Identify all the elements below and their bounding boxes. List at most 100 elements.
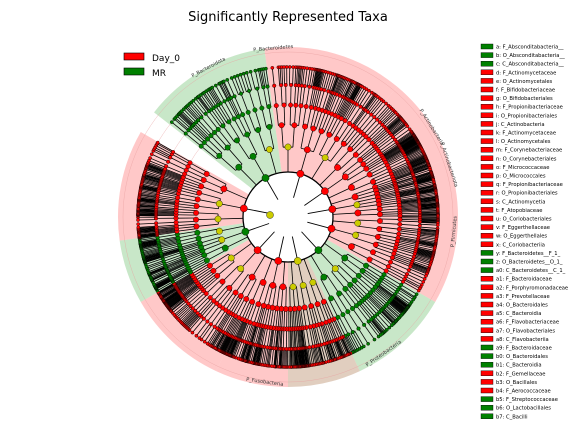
branch-line [263, 68, 267, 87]
branch-line [237, 116, 248, 135]
branch-line [224, 336, 233, 354]
taxon-node [216, 152, 223, 159]
branch-line [415, 249, 434, 255]
branch-line [161, 288, 178, 299]
branch-line [411, 163, 429, 171]
branch-line [140, 240, 159, 245]
branch-line [390, 299, 405, 312]
branch-line [416, 247, 434, 254]
branch-line [192, 318, 205, 333]
taxon-node [168, 155, 173, 160]
branch-line [297, 67, 300, 86]
branch-line [226, 337, 235, 354]
branch-line [138, 204, 157, 207]
taxon-node [187, 160, 193, 166]
branch-line [300, 149, 308, 174]
branch-line [304, 190, 326, 206]
branch-line [164, 256, 184, 264]
branch-line [363, 119, 378, 135]
branch-line [162, 176, 182, 184]
branch-line [241, 321, 250, 341]
branch-line [406, 149, 423, 159]
branch-line [414, 254, 432, 260]
branch-line [419, 231, 438, 235]
branch-line [274, 348, 277, 367]
taxon-node [164, 164, 169, 169]
branch-line [183, 284, 200, 298]
branch-line [158, 284, 175, 295]
branch-line [379, 211, 400, 213]
branch-line [349, 248, 370, 260]
branch-line [227, 337, 236, 355]
branch-line [294, 348, 296, 367]
clade-key-swatch [480, 112, 494, 119]
clade-key-entry: b4: F_Aerococcaceae [496, 389, 551, 395]
branch-line [242, 114, 252, 134]
branch-line [275, 308, 279, 329]
branch-line [298, 67, 301, 86]
taxon-node [354, 209, 362, 217]
branch-line [236, 140, 250, 159]
branch-line [357, 276, 374, 291]
branch-line [304, 347, 309, 366]
taxon-node [358, 104, 363, 109]
branch-line [419, 208, 438, 211]
branch-line [376, 105, 389, 120]
branch-line [180, 184, 200, 192]
taxon-node [314, 301, 321, 308]
branch-line [254, 70, 260, 89]
branch-line [318, 71, 324, 89]
branch-line [412, 167, 430, 175]
branch-line [369, 320, 381, 336]
branch-line [177, 197, 198, 202]
branch-line [140, 242, 159, 247]
branch-line [140, 241, 159, 246]
taxon-node [207, 262, 213, 269]
clade-key-entry: b: O_Absconditabacteria__ [496, 53, 565, 59]
clade-key-swatch [480, 293, 494, 299]
branch-line [197, 97, 209, 113]
branch-line [419, 222, 438, 224]
branch-line [361, 148, 378, 162]
branch-line [143, 252, 162, 259]
branch-line [215, 332, 225, 349]
branch-line [250, 344, 256, 363]
branch-line [174, 302, 189, 316]
branch-line [218, 311, 230, 330]
branch-line [331, 118, 342, 137]
branch-line [157, 282, 174, 293]
branch-line [247, 112, 256, 132]
branch-line [223, 81, 232, 98]
branch-line [246, 72, 253, 91]
branch-line [324, 73, 331, 91]
taxon-node [303, 146, 311, 154]
branch-line [184, 312, 198, 327]
taxon-node [342, 118, 348, 124]
branch-line [381, 278, 399, 291]
branch-line [199, 323, 211, 339]
taxon-node [284, 143, 292, 151]
taxon-node [372, 337, 377, 342]
branch-line [150, 270, 168, 279]
branch-line [364, 94, 376, 110]
taxon-node [302, 123, 308, 130]
branch-line [398, 134, 414, 145]
branch-line [318, 345, 323, 364]
branch-line [184, 173, 204, 182]
taxon-node [190, 330, 195, 335]
taxon-node [390, 323, 394, 328]
taxon-node [203, 171, 210, 177]
branch-line [396, 131, 413, 143]
branch-line [161, 178, 181, 186]
branch-line [325, 300, 335, 320]
branch-line [345, 335, 355, 352]
branch-line [302, 67, 305, 86]
branch-line [172, 151, 191, 163]
branch-line [386, 116, 400, 130]
branch-line [333, 319, 342, 338]
branch-line [382, 112, 397, 126]
taxon-node [214, 272, 221, 279]
branch-line [396, 184, 417, 191]
branch-line [164, 169, 184, 178]
branch-line [349, 84, 359, 101]
